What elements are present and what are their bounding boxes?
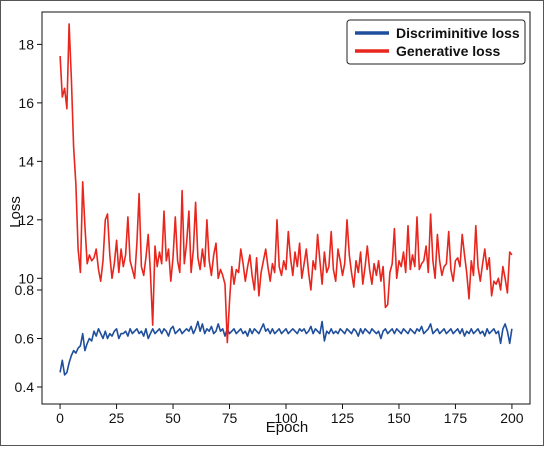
series-line-discriminitive [59,320,513,376]
x-tick-label: 0 [56,410,64,426]
y-axis-title: Loss [7,196,24,228]
y-tick-label: 0.8 [15,282,35,298]
x-tick-label: 125 [331,410,355,426]
x-tick-label: 25 [109,410,125,426]
series-line-generative [59,23,513,344]
y-tick-label: 10 [18,270,34,286]
y-tick-label: 18 [18,36,34,52]
legend-box [346,19,526,65]
y-tick-label: 0.6 [15,331,35,347]
y-tick-label: 16 [18,95,34,111]
axes: 0 25 50 75 100 125 150 175 200 0.4 0.6 0.810 12 14 16 1… [15,11,531,426]
legend-label-generative: Generative loss [396,43,500,59]
plot-area [59,23,513,376]
x-axis-title: Epoch [266,419,309,436]
y-tick-label: 0.4 [15,379,35,395]
x-tick-label: 100 [274,410,298,426]
x-tick-label: 175 [444,410,468,426]
x-tick-label: 50 [165,410,181,426]
legend-label-discriminitive: Discriminitive loss [396,25,520,41]
y-tick-label: 12 [18,212,34,228]
legend: Discriminitive loss Generative loss [346,19,526,65]
x-tick-label: 75 [222,410,238,426]
x-tick-label: 200 [500,410,524,426]
y-tick-label: 14 [18,153,34,169]
x-tick-label: 150 [387,410,411,426]
